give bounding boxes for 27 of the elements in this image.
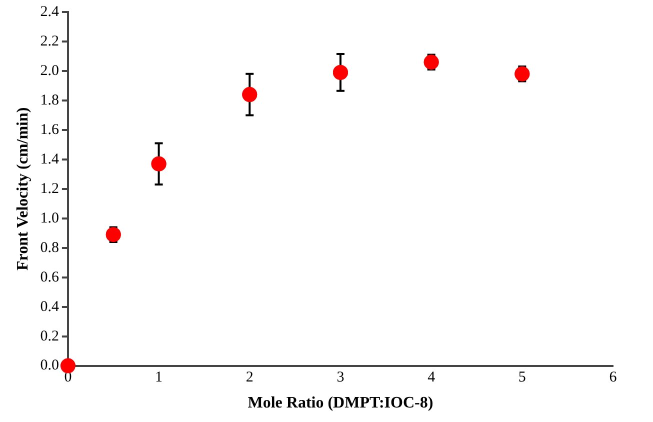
y-tick-label: 1.6: [40, 122, 60, 138]
y-tick-label: 2.0: [40, 62, 59, 79]
y-tick-label: 2.4: [40, 4, 60, 20]
x-tick-label: 3: [336, 370, 344, 386]
y-axis-title: Front Velocity (cm/min): [14, 107, 32, 271]
point: [60, 358, 76, 374]
y-tick-label: 1.2: [40, 180, 59, 197]
y-tick-label: 0.8: [40, 240, 59, 256]
y-tick-label: 0.0: [40, 358, 59, 374]
point: [332, 64, 348, 80]
x-tick-label: 1: [155, 370, 163, 386]
y-tick-label: 0.6: [40, 269, 60, 286]
x-tick-label: 2: [246, 370, 254, 386]
x-axis-title: Mole Ratio (DMPT:IOC-8): [248, 394, 434, 412]
y-tick-label: 0.4: [40, 298, 60, 315]
point: [151, 156, 166, 172]
y-tick-label: 1.8: [40, 92, 59, 108]
point: [242, 87, 258, 102]
y-tick-label: 0.2: [40, 328, 59, 344]
x-tick-label: 5: [518, 370, 526, 386]
point: [424, 54, 439, 70]
y-tick-label: 1.0: [40, 210, 59, 226]
x-tick-label: 6: [609, 370, 618, 386]
y-tick-label: 2.2: [40, 33, 59, 50]
x-tick-label: 4: [428, 370, 436, 386]
point: [106, 227, 121, 242]
y-tick-label: 1.4: [40, 151, 60, 168]
